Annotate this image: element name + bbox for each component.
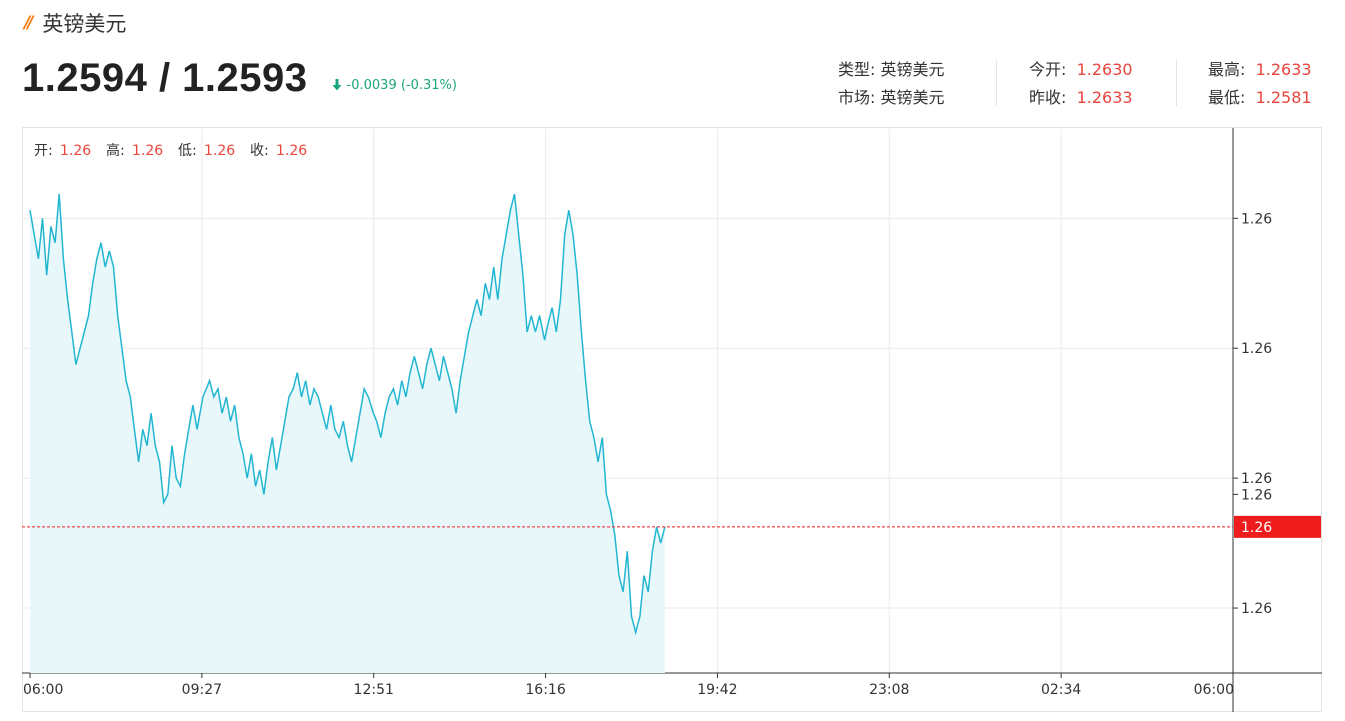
info-divider [996, 60, 997, 106]
x-tick-label: 19:42 [697, 682, 737, 698]
high-value: 1.2633 [1255, 60, 1312, 79]
price-change: -0.0039 (-0.31%) [332, 78, 457, 93]
info-open-prev: 今开: 1.2630 昨收: 1.2633 [1029, 56, 1133, 112]
title-accent-icon: // [24, 13, 34, 33]
prev-close-label: 昨收: [1029, 88, 1067, 107]
x-tick-label: 23:08 [869, 682, 909, 698]
x-tick-label: 16:16 [525, 682, 565, 698]
chart-frame[interactable] [22, 127, 1322, 712]
info-type-market: 类型: 英镑美元 市场: 英镑美元 [838, 56, 945, 112]
x-tick-label: 12:51 [354, 682, 394, 698]
ohlc-close-value: 1.26 [276, 143, 307, 159]
info-high-low: 最高: 1.2633 最低: 1.2581 [1208, 56, 1312, 112]
x-tick-label: 06:00 [23, 682, 63, 698]
current-price-marker [1234, 515, 1321, 538]
price-line [29, 193, 666, 636]
info-divider [1176, 60, 1177, 106]
y-axis: 1.261.261.261.261.26 [1233, 211, 1272, 617]
x-axis: 06:00 09:27 12:51 16:16 19:42 23:08 02:34 06:00 [23, 673, 1234, 698]
low-value: 1.2581 [1255, 88, 1312, 107]
x-tick-label: 06:00 [1194, 682, 1234, 698]
y-tick-label: 1.26 [1241, 471, 1272, 487]
current-price: 1.2594 / 1.2593 [22, 56, 308, 100]
ohlc-open-label: 开: [34, 143, 53, 159]
ohlc-legend: 开: 1.26 高: 1.26 低: 1.26 收: 1.26 [34, 142, 307, 159]
low-label: 最低: [1208, 88, 1246, 107]
ohlc-close-label: 收: [250, 143, 269, 159]
ohlc-high-label: 高: [106, 142, 125, 159]
price-change-value: -0.0039 (-0.31%) [346, 77, 457, 93]
ohlc-open-value: 1.26 [60, 143, 91, 159]
page-title: 英镑美元 [42, 12, 127, 36]
y-tick-label: 1.26 [1241, 211, 1272, 227]
open-value: 1.2630 [1076, 60, 1133, 79]
x-tick-label: 02:34 [1041, 682, 1081, 698]
current-price-label: 1.26 [1241, 520, 1272, 536]
ohlc-high-value: 1.26 [132, 143, 163, 159]
price-area [30, 194, 665, 673]
type-label: 类型: [838, 60, 876, 79]
arrow-down-icon [332, 79, 342, 91]
title-row: // 英镑美元 [24, 8, 126, 38]
ohlc-low-value: 1.26 [204, 143, 235, 159]
high-label: 最高: [1208, 60, 1246, 79]
open-label: 今开: [1029, 60, 1067, 79]
ohlc-low-label: 低: [178, 143, 197, 159]
market-value: 英镑美元 [880, 88, 945, 107]
y-tick-label: 1.26 [1241, 341, 1272, 357]
y-tick-label: 1.26 [1241, 601, 1272, 617]
x-tick-label: 09:27 [182, 682, 222, 698]
y-tick-label: 1.26 [1241, 487, 1272, 503]
type-value: 英镑美元 [880, 60, 945, 79]
price-row: 1.2594 / 1.2593 -0.0039 (-0.31%) [22, 56, 457, 101]
prev-close-value: 1.2633 [1076, 88, 1133, 107]
market-label: 市场: [838, 88, 876, 107]
